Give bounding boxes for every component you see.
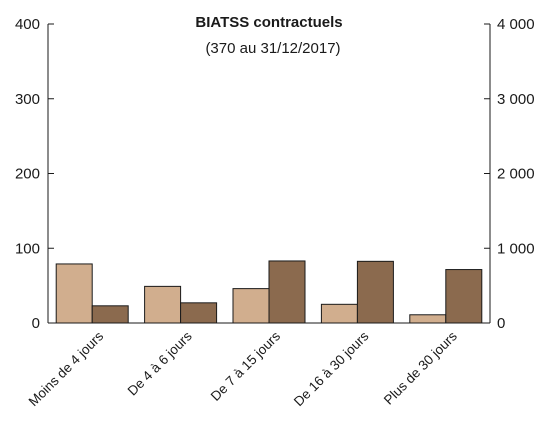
chart-subtitle: (370 au 31/12/2017): [205, 40, 340, 57]
right-tick-label-1: 1 000: [497, 240, 535, 257]
bar-series-2-4: [356, 260, 394, 324]
category-label-1: Moins de 4 jours: [26, 328, 107, 409]
bar-series-1-4: [320, 303, 358, 324]
left-tick-label-3: 300: [15, 91, 40, 108]
category-label-4: De 16 à 30 jours: [291, 328, 372, 409]
bars: [55, 260, 483, 324]
category-label-2: De 4 à 6 jours: [125, 328, 195, 398]
bar-series-1-1: [55, 263, 93, 324]
bar-series-1-5: [409, 314, 447, 324]
right-tick-label-4: 4 000: [497, 16, 535, 33]
bar-series-1-2: [144, 285, 182, 324]
left-tick-label-2: 200: [15, 166, 40, 183]
bar-series-2-3: [268, 260, 306, 324]
bar-series-2-5: [445, 269, 483, 324]
bar-series-1-3: [232, 288, 270, 324]
ticks: 0 100 200 300 400 0 1 000 2 000 3 000 4 000: [15, 16, 535, 332]
category-label-3: De 7 à 15 jours: [208, 328, 284, 404]
left-tick-label-1: 100: [15, 240, 40, 257]
right-tick-label-3: 3 000: [497, 91, 535, 108]
right-tick-label-0: 0: [497, 315, 505, 332]
category-label-5: Plus de 30 jours: [381, 328, 460, 407]
right-tick-label-2: 2 000: [497, 166, 535, 183]
bar-series-2-1: [91, 305, 129, 324]
chart-title: BIATSS contractuels: [195, 14, 342, 31]
left-tick-label-4: 400: [15, 16, 40, 33]
left-tick-label-0: 0: [32, 315, 40, 332]
bar-series-2-2: [180, 302, 218, 324]
category-labels: Moins de 4 jours De 4 à 6 jours De 7 à 15 …: [26, 328, 460, 409]
